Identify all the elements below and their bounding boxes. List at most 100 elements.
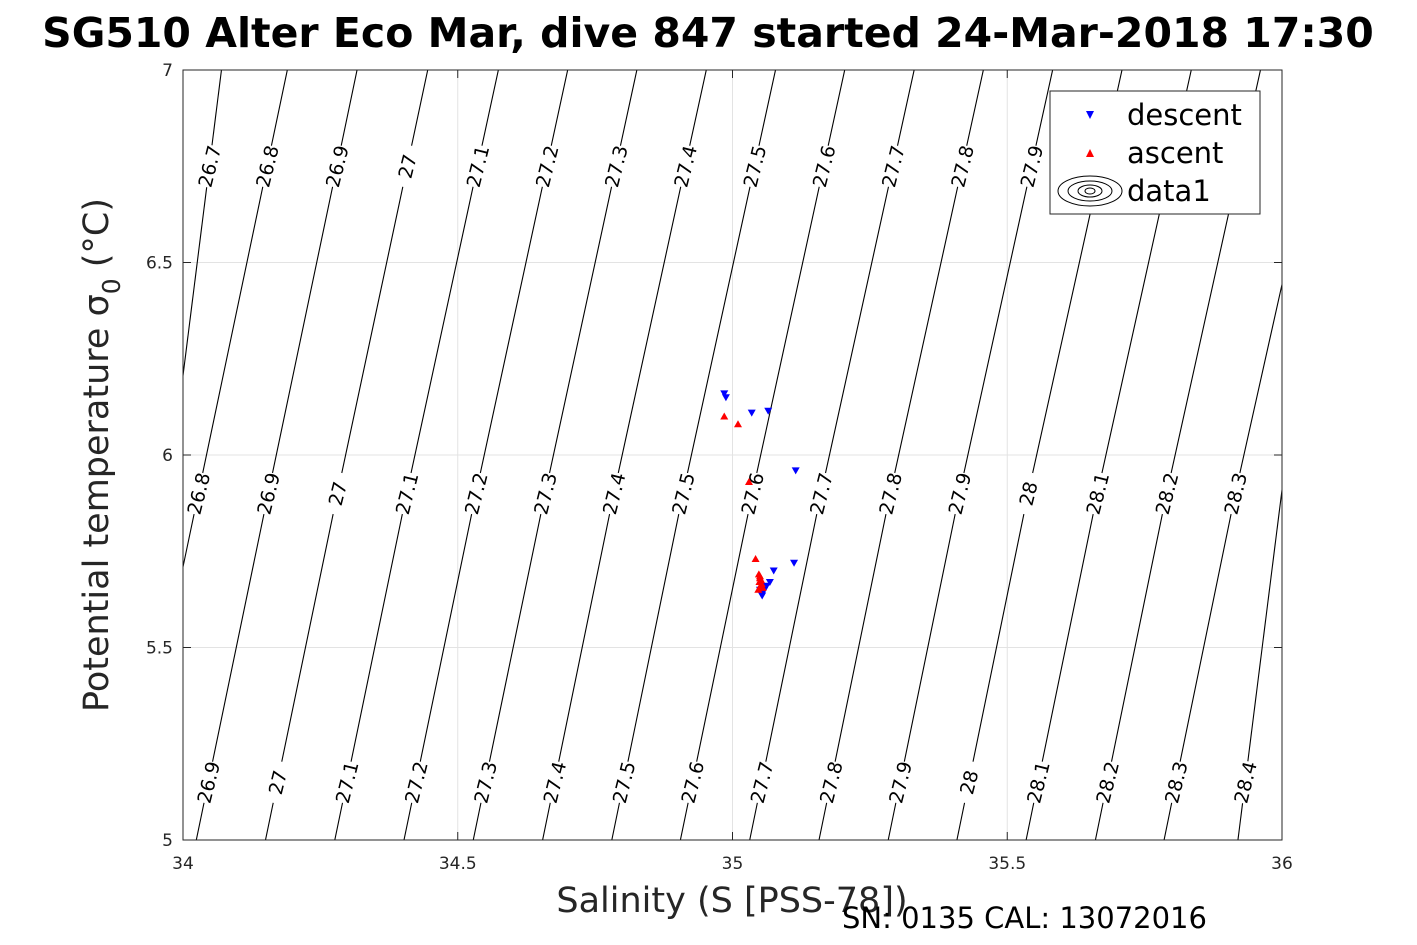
contour-label-bg (736, 470, 769, 517)
contour-label-bg (400, 759, 432, 806)
isopycnal-label: 27.8 (816, 759, 848, 805)
contour-label-bg (321, 470, 354, 517)
isopycnal-label: 28.2 (1092, 759, 1124, 805)
descent-point (762, 582, 771, 590)
isopycnal-label: 27.6 (737, 471, 769, 517)
y-axis-label: Potential temperature σ0 (°C) (77, 198, 126, 712)
contour-label-bg (676, 759, 709, 806)
density-contour-labels: 26.7 26.8 26.9 27 27.1 27.2 27.3 27.4 27.5 27.6 27… (182, 143, 1262, 806)
isopycnal-label: 28.4 (1230, 759, 1262, 805)
contour-label-bg (460, 470, 492, 517)
descent-point (758, 592, 767, 600)
y-tick-label: 5.5 (146, 639, 173, 659)
isopycnal-label: 27 (395, 152, 422, 181)
isopycnal-label: 28.1 (1023, 759, 1055, 805)
isopycnal-label: 28.1 (1083, 471, 1115, 517)
descent-point (720, 390, 729, 398)
x-tick-label: 36 (1271, 854, 1293, 874)
isopycnal-label: 26.9 (193, 759, 225, 805)
contour-label-bg (261, 759, 294, 806)
serial-calibration-text: SN: 0135 CAL: 13072016 (842, 901, 1207, 935)
y-tick-label: 7 (162, 61, 173, 81)
legend-ascent-label: ascent (1127, 136, 1223, 170)
isopycnal-label: 27 (265, 768, 292, 797)
x-tick-label: 35 (722, 854, 744, 874)
contour-label-bg (391, 143, 423, 190)
contour-label-bg (1015, 143, 1048, 190)
x-axis-label: Salinity (S [PSS-78]) (556, 881, 907, 921)
isopycnal-label: 27.5 (609, 759, 641, 805)
descent-point (791, 467, 800, 475)
isopycnal-label: 27.2 (461, 471, 493, 517)
descent-point (765, 579, 774, 587)
contour-label-bg (529, 470, 561, 517)
contour-label-bg (321, 143, 353, 190)
isopycnal-label: 26.8 (252, 143, 284, 189)
contour-label-bg (805, 470, 837, 517)
descent-point (764, 407, 773, 415)
isopycnal-label: 27.1 (392, 471, 424, 517)
contour-label-bg (252, 470, 284, 517)
ascent-point (751, 554, 760, 562)
ascent-point (755, 572, 764, 580)
contour-label-bg (884, 759, 916, 806)
isopycnal-label: 27.4 (540, 759, 572, 805)
isopycnal-label: 27.7 (806, 471, 838, 517)
contour-label-bg (598, 470, 630, 517)
isopycnal-label: 28.3 (1161, 759, 1193, 805)
legend: descent ascent data1 (1049, 90, 1261, 215)
contour-label-bg (1081, 470, 1114, 517)
isopycnal-label: 26.9 (253, 471, 285, 517)
contour-label-bg (600, 143, 632, 190)
contour-label-bg (192, 759, 225, 806)
contour-label-bg (943, 470, 976, 517)
legend-ascent-marker (1086, 149, 1094, 157)
contour-label-bg (667, 470, 699, 517)
isopycnal-label: 27.5 (740, 143, 772, 189)
x-tick-label: 34.5 (439, 854, 477, 874)
contour-label-bg (461, 143, 494, 190)
descent-point (790, 559, 799, 567)
isopycnal-label: 26.9 (322, 143, 354, 189)
y-tick-label: 6 (162, 446, 173, 466)
isopycnal-label: 27.3 (530, 471, 562, 517)
isopycnal-label: 27.7 (878, 143, 910, 189)
isopycnal-line (1237, 485, 1282, 840)
contour-label-bg (390, 470, 423, 517)
contour-label-bg (745, 759, 778, 806)
contour-label-bg (1012, 470, 1044, 517)
y-axis-label-subscript: 0 (97, 278, 126, 294)
contour-label-bg (607, 759, 640, 806)
isopycnal-label: 27.3 (601, 143, 633, 189)
x-tick-label: 34 (172, 854, 194, 874)
isopycnal-label: 28.2 (1152, 471, 1184, 517)
y-axis-label-main: Potential temperature σ (77, 294, 117, 712)
contour-label-bg (531, 143, 563, 190)
isopycnal-label: 27.1 (463, 143, 495, 189)
axis-ticks: 34 34.5 35 35.5 36 5 5.5 6 6.5 7 (146, 61, 1293, 874)
legend-box (1049, 90, 1261, 215)
contour-label-bg (1022, 759, 1054, 806)
isopycnal-label: 26.7 (195, 143, 227, 189)
ascent-point (754, 585, 763, 593)
contour-label-bg (815, 759, 847, 806)
isopycnal-label: 26.8 (184, 471, 216, 517)
contour-label-bg (538, 759, 571, 806)
contour-label-bg (469, 759, 501, 806)
isopycnal-label: 28.3 (1220, 471, 1252, 517)
contour-label-bg (1091, 759, 1124, 806)
legend-data1-label: data1 (1127, 174, 1211, 208)
contour-label-bg (182, 470, 215, 517)
isopycnal-label: 27.1 (332, 759, 364, 805)
isopycnal-line (183, 70, 288, 570)
contour-label-bg (330, 759, 363, 806)
isopycnal-label: 27.9 (885, 759, 917, 805)
ascent-point (744, 477, 753, 485)
contour-label-bg (1219, 470, 1252, 517)
contour-label-bg (953, 759, 985, 806)
isopycnal-label: 27.6 (809, 143, 841, 189)
chart-title: SG510 Alter Eco Mar, dive 847 started 24… (42, 9, 1374, 57)
contour-label-bg (1160, 759, 1192, 806)
ascent-point (758, 583, 767, 591)
